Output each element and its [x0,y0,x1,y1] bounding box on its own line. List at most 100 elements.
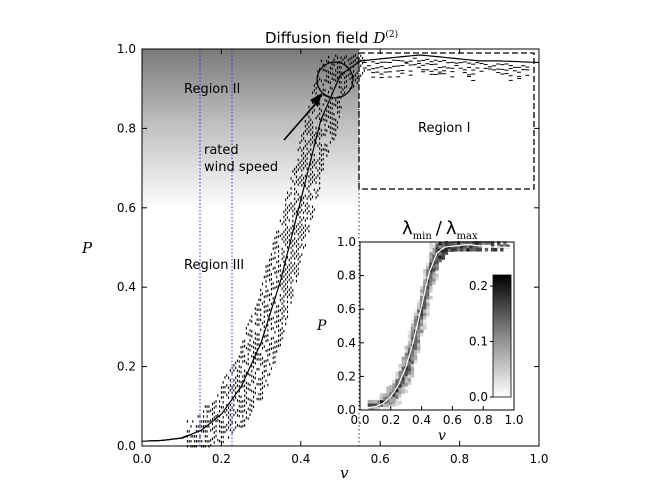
heatmap-cell [423,305,427,310]
heatmap-cell [398,373,402,378]
heatmap-cell [450,241,455,245]
heatmap-cell [398,387,402,391]
inset-title-denominator-sub: max [457,231,478,242]
heatmap-cell [410,340,415,344]
region-iii-label: Region III [184,258,244,273]
inset-power-curve [359,243,515,409]
heatmap-cell [404,355,409,360]
heatmap-cell [420,299,424,303]
heatmap-cell [423,312,427,317]
heatmap-cell [380,399,384,404]
heatmap-cell [401,363,405,367]
heatmap-cell [472,241,476,245]
heatmap-cell [410,373,415,378]
heatmap-cell [410,323,415,327]
heatmap-cell [404,389,409,393]
heatmap-cell [420,282,424,286]
heatmap-cell [413,349,418,354]
heatmap-cell [490,247,495,252]
heatmap-cell [386,403,390,407]
heatmap-cell [392,396,396,401]
heatmap-cell [426,258,430,263]
heatmap-cell [423,309,427,313]
heatmap-cell [447,241,452,246]
annotation-line-2: wind speed [204,160,278,175]
heatmap-cell [395,378,399,383]
heatmap-cell [469,241,473,245]
x-tick-label: 0.6 [371,452,390,466]
heatmap-cell [435,256,439,261]
heatmap-cell [413,366,418,370]
heatmap-cell [398,383,402,388]
y-tick-label: 0.0 [117,439,136,453]
region-ii-label: Region II [184,82,240,97]
inset-y-tick-label: 0.8 [337,269,356,283]
heatmap-cell [432,247,436,252]
heatmap-cell [453,241,458,245]
chart-title: Diffusion field D(2) [265,29,398,47]
heatmap-cell [490,244,495,249]
x-tick-label: 0.0 [132,452,151,466]
heatmap-cell [416,349,421,354]
heatmap-cell [426,312,430,317]
heatmap-cell [435,263,439,268]
heatmap-cell [435,250,439,254]
heatmap-cell [404,352,409,357]
heatmap-cell [392,376,396,381]
main-chart: 0.0 0.2 0.4 0.6 0.8 1.0 0.0 0.2 0.4 0.6 0.8 1.0 Dif… [81,29,549,482]
heatmap-cell [423,295,427,300]
inset-axes-frame [359,241,515,411]
heatmap-cell [435,260,439,264]
heatmap-cell [410,319,415,324]
heatmap-cell [398,394,402,398]
heatmap-cell [401,376,405,381]
heatmap-cell [389,398,393,403]
y-tick-label: 1.0 [117,42,136,56]
inset-x-axis-label: v [438,428,446,444]
heatmap-cell [438,255,442,259]
heatmap-cell [404,372,409,377]
heatmap-cell [392,379,396,384]
heatmap-cell [500,244,504,249]
heatmap-cell [463,244,467,249]
heatmap-cell [420,309,424,313]
heatmap-cell [429,282,433,286]
heatmap-cell [429,245,433,250]
heatmap-cell [420,315,424,320]
heatmap-cell [413,346,418,350]
heatmap-cell [457,247,461,252]
heatmap-cell [392,403,396,407]
heatmap-cell [401,383,405,387]
heatmap-cell [423,299,427,303]
heatmap-cell [441,252,445,257]
heatmap-cell [426,268,430,273]
heatmap-cell [395,381,399,386]
chart-title-math: D [372,29,385,47]
heatmap-cell [475,244,479,249]
colorbar-tick-label: 0.0 [469,390,488,404]
heatmap-cell [404,375,409,380]
heatmap-cell [380,406,384,411]
heatmap-cell [460,247,464,252]
x-tick-label: 0.4 [291,452,310,466]
heatmap-cell [416,329,421,334]
heatmap-cell [426,299,430,303]
heatmap-cell [432,254,436,259]
heatmap-cell [457,244,461,249]
heatmap-cell [410,360,415,364]
y-axis-label: P [81,239,93,257]
heatmap-cell [413,309,418,313]
heatmap-cell [370,399,375,404]
heatmap-cell [395,388,399,393]
main-tick-marks [141,48,540,447]
heatmap-cell [386,386,390,391]
heatmap-cell [367,403,372,407]
heatmap-cell [407,357,412,362]
heatmap-cell [432,284,436,289]
heatmap-cell [389,388,393,392]
heatmap-cell [429,292,433,297]
heatmap-cell [450,248,455,252]
heatmap-cell [416,326,421,330]
heatmap-cell [453,247,458,252]
colorbar-ticks: 0.0 0.1 0.2 [469,279,493,404]
